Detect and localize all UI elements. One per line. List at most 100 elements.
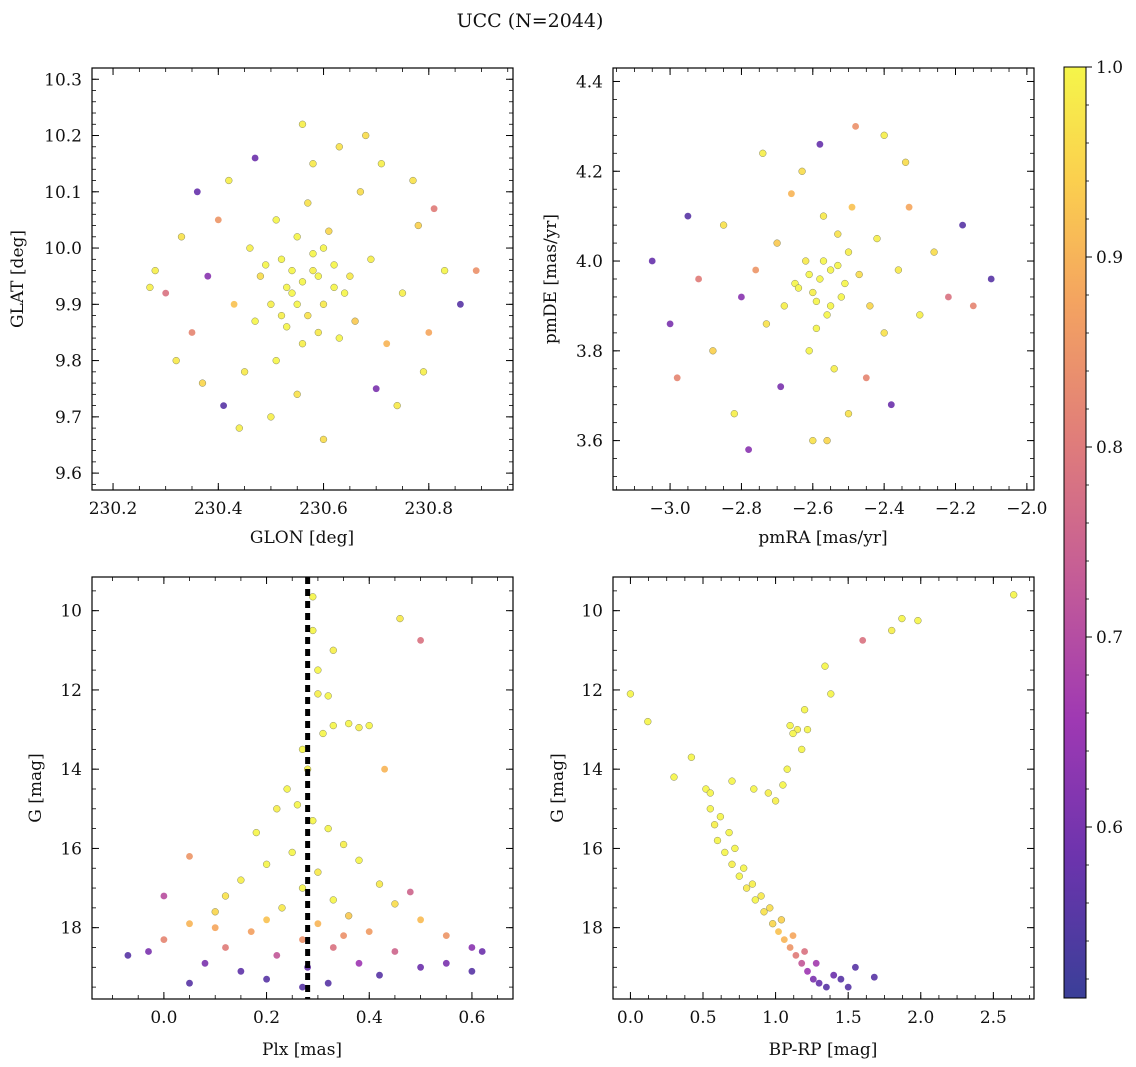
data-point bbox=[396, 614, 404, 623]
data-point bbox=[780, 302, 788, 310]
data-point bbox=[844, 410, 853, 418]
ticks-pm: −3.0 −2.8 −2.6 −2.4 −2.2 −2.0 3.6 3.8 4.0 4.2 4.4 bbox=[576, 68, 1048, 519]
data-point bbox=[288, 266, 296, 275]
data-point bbox=[792, 952, 800, 959]
y-tick-label: 14 bbox=[60, 760, 82, 780]
data-point bbox=[779, 781, 787, 789]
data-point bbox=[277, 311, 286, 320]
data-point bbox=[272, 356, 280, 365]
data-point bbox=[299, 983, 306, 991]
data-point bbox=[391, 900, 399, 908]
data-point bbox=[816, 140, 824, 148]
data-point bbox=[819, 212, 828, 220]
x-tick-label: 0.0 bbox=[617, 1008, 644, 1028]
data-point bbox=[771, 797, 780, 805]
data-point bbox=[777, 916, 786, 924]
data-point bbox=[225, 176, 233, 185]
data-point bbox=[262, 860, 271, 868]
data-point bbox=[880, 131, 888, 139]
data-point bbox=[803, 725, 812, 734]
data-point bbox=[365, 721, 373, 730]
data-point bbox=[355, 959, 363, 967]
ylabel-glon-glat: GLAT [deg] bbox=[8, 230, 28, 328]
data-point bbox=[214, 216, 222, 224]
data-point bbox=[298, 120, 307, 128]
data-point bbox=[367, 255, 375, 263]
data-point bbox=[827, 690, 835, 698]
xlabel-pm: pmRA [mas/yr] bbox=[758, 528, 887, 548]
data-point bbox=[124, 952, 132, 959]
ylabel-plx-g: G [mag] bbox=[26, 753, 46, 822]
y-tick-label: 14 bbox=[581, 760, 603, 780]
y-tick-label: 18 bbox=[60, 919, 82, 939]
x-tick-label: 230.8 bbox=[404, 499, 453, 519]
data-point bbox=[304, 199, 312, 207]
data-point bbox=[945, 293, 952, 301]
data-point bbox=[1010, 591, 1018, 599]
data-point bbox=[740, 864, 748, 872]
data-point bbox=[742, 884, 751, 892]
data-point bbox=[666, 320, 674, 328]
data-point bbox=[805, 270, 813, 279]
data-point bbox=[684, 212, 692, 220]
data-point bbox=[812, 297, 821, 306]
data-point bbox=[221, 892, 230, 900]
data-point bbox=[738, 293, 745, 301]
data-point bbox=[695, 275, 702, 283]
data-point bbox=[748, 880, 757, 888]
data-point bbox=[894, 266, 903, 274]
panel-plx-g: 0.0 0.2 0.4 0.6 10 12 14 16 18 Plx [mas] G [mag] bbox=[26, 576, 514, 1060]
data-point bbox=[409, 176, 417, 185]
data-point bbox=[345, 912, 353, 920]
y-tick-label: 18 bbox=[581, 919, 603, 939]
data-point bbox=[237, 876, 245, 884]
data-point bbox=[222, 944, 229, 951]
data-point bbox=[309, 250, 317, 258]
data-point bbox=[314, 920, 322, 928]
y-tick-label: 9.9 bbox=[55, 295, 82, 315]
data-point bbox=[324, 692, 332, 700]
data-point bbox=[780, 936, 788, 943]
data-point bbox=[314, 690, 322, 698]
data-point bbox=[801, 948, 808, 955]
data-point bbox=[283, 323, 291, 331]
data-point bbox=[383, 340, 391, 348]
y-tick-label: 4.4 bbox=[576, 72, 603, 92]
panel-glon-glat: 230.2 230.4 230.6 230.8 9.6 9.7 9.8 9.9 10.0 10.1… bbox=[8, 67, 514, 548]
y-tick-label: 4.0 bbox=[576, 252, 603, 272]
data-point bbox=[786, 944, 794, 951]
data-point bbox=[837, 293, 845, 301]
data-point bbox=[826, 266, 835, 274]
data-point bbox=[151, 266, 159, 275]
data-point bbox=[816, 275, 824, 283]
x-tick-label: 2.0 bbox=[907, 1008, 934, 1028]
data-point bbox=[299, 936, 306, 943]
data-point bbox=[251, 154, 259, 162]
data-point bbox=[442, 932, 450, 939]
data-point bbox=[377, 160, 386, 168]
axes-frame-cmd bbox=[612, 576, 1035, 1000]
data-point bbox=[278, 904, 286, 912]
data-point bbox=[728, 777, 736, 785]
ticks-cmd: 0.0 0.5 1.0 1.5 2.0 2.5 10 12 14 16 18 bbox=[581, 577, 1034, 1028]
data-point bbox=[381, 765, 388, 773]
data-point bbox=[959, 221, 966, 229]
data-point bbox=[762, 320, 771, 328]
data-point bbox=[309, 160, 317, 168]
data-point bbox=[256, 272, 265, 280]
data-point bbox=[930, 248, 938, 256]
data-point bbox=[823, 983, 830, 991]
data-point bbox=[987, 275, 995, 283]
colorbar-tick-label: 0.6 bbox=[1096, 818, 1123, 838]
data-point bbox=[251, 317, 259, 325]
data-point bbox=[335, 143, 343, 151]
y-tick-label: 12 bbox=[60, 681, 82, 701]
data-point bbox=[211, 924, 219, 932]
data-point bbox=[725, 828, 733, 837]
data-point bbox=[834, 261, 842, 270]
data-point bbox=[823, 311, 831, 319]
data-point bbox=[252, 828, 260, 837]
y-tick-label: 9.6 bbox=[55, 464, 82, 484]
data-point bbox=[335, 334, 343, 342]
data-point bbox=[898, 614, 906, 623]
